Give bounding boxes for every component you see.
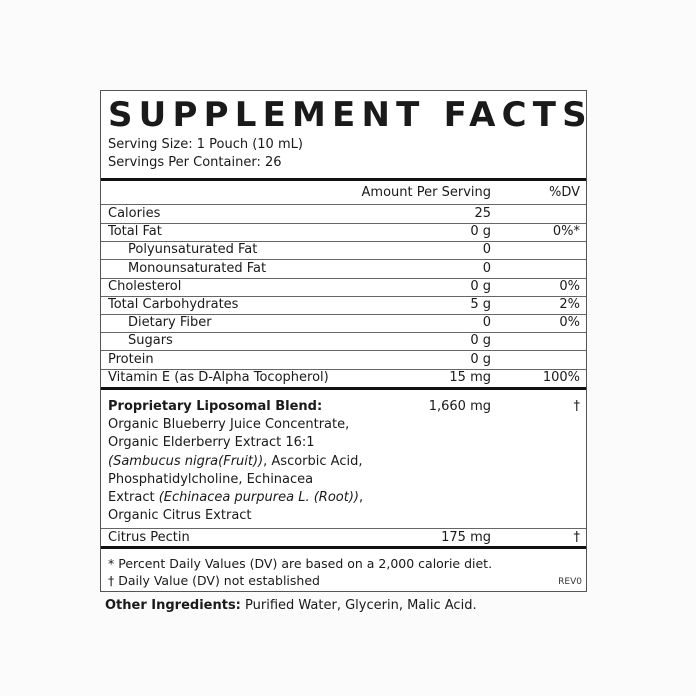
nutrient-label: Sugars: [128, 333, 173, 349]
nutrient-amount: 0 g: [470, 278, 491, 294]
nutrient-amount: 175 mg: [441, 530, 491, 545]
nutrient-row: Sugars 0 g: [101, 332, 586, 352]
supplement-facts-panel: SUPPLEMENT FACTS Serving Size: 1 Pouch (…: [100, 90, 587, 592]
nutrient-amount: 0 g: [470, 351, 491, 367]
nutrient-label: Monounsaturated Fat: [128, 260, 267, 276]
nutrient-amount: 5 g: [470, 297, 491, 312]
amount-header: Amount Per Serving: [361, 185, 491, 200]
nutrient-row: Polyunsaturated Fat 0: [101, 241, 586, 261]
divider-thick: [101, 387, 586, 390]
dv-header: %DV: [548, 185, 580, 200]
blend-text: Proprietary Liposomal Blend: Organic Blu…: [108, 398, 363, 525]
revision-code: REV0: [558, 577, 582, 587]
nutrient-dv: 2%: [559, 297, 580, 312]
other-ingredients-label: Other Ingredients:: [105, 598, 241, 613]
blend-line: ,: [358, 490, 364, 506]
nutrient-row: Total Carbohydrates 5 g 2%: [101, 296, 586, 315]
servings-per-container: Servings Per Container: 26: [108, 155, 282, 170]
blend-latin: (Echinacea purpurea L. (Root)): [158, 490, 359, 506]
nutrient-amount: 0 g: [470, 224, 491, 240]
blend-line: , Ascorbic Acid,: [263, 453, 363, 469]
blend-line: Organic Citrus Extract: [108, 508, 252, 524]
nutrient-label: Total Carbohydrates: [108, 297, 239, 312]
nutrient-dv: 0%: [559, 315, 580, 331]
footnote-percent: * Percent Daily Values (DV) are based on…: [108, 556, 493, 571]
nutrient-label: Polyunsaturated Fat: [128, 242, 258, 258]
blend-line: Phosphatidylcholine, Echinacea: [108, 471, 314, 487]
divider-thick: [101, 546, 586, 549]
nutrient-label: Vitamin E (as D-Alpha Tocopherol): [108, 369, 329, 385]
blend-amount: 1,660 mg: [428, 399, 491, 414]
nutrient-row: Monounsaturated Fat 0: [101, 260, 586, 279]
serving-size: Serving Size: 1 Pouch (10 mL): [108, 137, 303, 152]
nutrient-amount: 15 mg: [449, 369, 491, 385]
blend-line: Organic Elderberry Extract 16:1: [108, 435, 315, 451]
nutrient-row: Cholesterol 0 g 0%: [101, 278, 586, 297]
nutrient-label: Calories: [108, 206, 161, 221]
nutrient-label: Total Fat: [108, 224, 162, 240]
blend-latin: (Sambucus nigra(Fruit)): [108, 453, 264, 469]
divider-thick: [101, 178, 586, 181]
nutrient-row: Total Fat 0 g 0%*: [101, 223, 586, 243]
column-header-row: Amount Per Serving %DV: [101, 181, 586, 205]
nutrient-amount: 0: [482, 242, 491, 258]
nutrient-amount: 25: [474, 206, 491, 221]
proprietary-blend: Proprietary Liposomal Blend: Organic Blu…: [101, 391, 586, 529]
nutrient-label: Cholesterol: [108, 278, 182, 294]
nutrient-dv: 0%: [559, 278, 580, 294]
nutrient-amount: 0 g: [470, 333, 491, 349]
nutrient-dv: 100%: [542, 369, 580, 385]
nutrient-amount: 0: [482, 315, 491, 331]
blend-line: Organic Blueberry Juice Concentrate,: [108, 417, 350, 433]
nutrient-dv: †: [573, 530, 581, 545]
nutrient-row: Dietary Fiber 0 0%: [101, 314, 586, 334]
nutrient-label: Protein: [108, 351, 154, 367]
nutrient-dv: 0%*: [552, 224, 580, 240]
panel-title: SUPPLEMENT FACTS: [108, 95, 593, 135]
nutrient-row: Protein 0 g: [101, 351, 586, 370]
blend-dv: †: [573, 399, 581, 414]
nutrient-row: Calories 25: [101, 205, 586, 224]
nutrient-label: Citrus Pectin: [108, 530, 190, 545]
nutrient-row: Vitamin E (as D-Alpha Tocopherol) 15 mg 10…: [101, 369, 586, 387]
nutrient-label: Dietary Fiber: [128, 315, 212, 331]
blend-name: Proprietary Liposomal Blend:: [108, 399, 323, 414]
footnote-dagger: † Daily Value (DV) not established: [108, 573, 320, 588]
other-ingredients: Other Ingredients: Purified Water, Glyce…: [105, 598, 477, 613]
nutrient-amount: 0: [482, 260, 491, 276]
other-ingredients-value: Purified Water, Glycerin, Malic Acid.: [240, 598, 477, 613]
blend-line: Extract: [108, 490, 159, 506]
